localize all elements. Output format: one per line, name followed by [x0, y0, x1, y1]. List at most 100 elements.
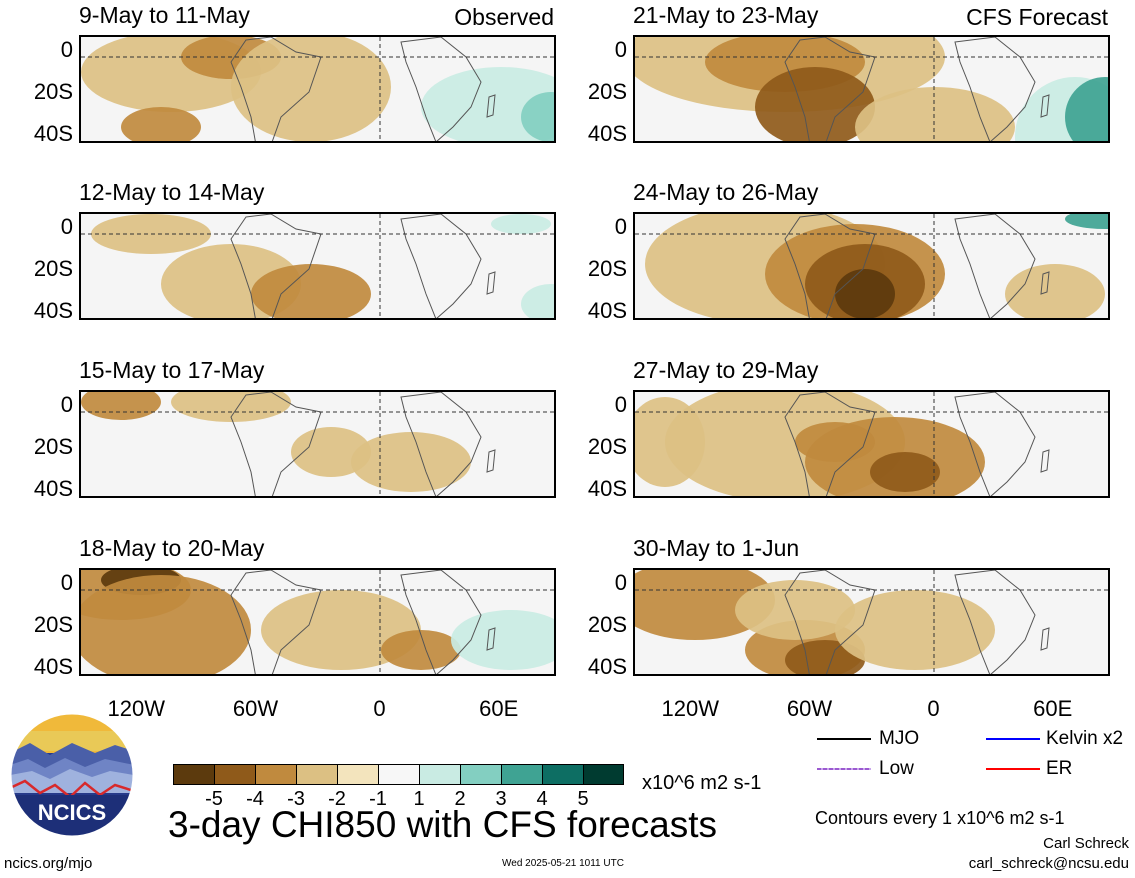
panel-title: 30-May to 1-Jun — [633, 535, 800, 561]
x-tick-label: 60W — [232, 696, 279, 721]
anomaly-shading — [291, 427, 371, 477]
y-tick-label: 40S — [587, 298, 627, 323]
colorbar-label: 5 — [577, 788, 589, 810]
y-tick-label: 20S — [33, 79, 73, 104]
anomaly-shading — [521, 92, 554, 141]
coastline — [1040, 449, 1050, 473]
coastline — [230, 214, 322, 318]
y-tick-label: 40S — [587, 654, 627, 679]
y-tick-label: 0 — [60, 37, 73, 62]
y-tick-label: 20S — [587, 256, 627, 281]
panel-tag: CFS Forecast — [966, 4, 1108, 30]
website-link[interactable]: ncics.org/mjo — [4, 855, 93, 872]
colorbar-swatch — [214, 764, 255, 785]
anomaly-shading — [1065, 214, 1108, 229]
timestamp: Wed 2025-05-21 1011 UTC — [502, 858, 624, 869]
colorbar-units: x10^6 m2 s-1 — [642, 772, 762, 794]
coastline — [954, 37, 1036, 141]
y-tick-label: 20S — [587, 612, 627, 637]
y-tick-label: 0 — [60, 570, 73, 595]
legend-label-low: Low — [879, 758, 914, 779]
x-tick-label: 60W — [786, 696, 833, 721]
anomaly-shading — [251, 264, 371, 318]
x-tick-label: 120W — [661, 696, 719, 721]
panel-tag: Observed — [454, 4, 554, 30]
main-title: 3-day CHI850 with CFS forecasts — [168, 804, 718, 845]
coastline — [400, 570, 482, 674]
coastline — [486, 94, 496, 118]
coastline — [784, 392, 876, 496]
legend-label-kelvin: Kelvin x2 — [1046, 728, 1124, 749]
coastline — [784, 214, 876, 318]
y-tick-label: 20S — [33, 256, 73, 281]
colorbar-swatch — [419, 764, 460, 785]
panel-title: 21-May to 23-May — [633, 2, 819, 28]
map-svg — [635, 392, 1108, 496]
anomaly-shading — [1005, 264, 1105, 318]
coastline — [1040, 94, 1050, 118]
contours-note: Contours every 1 x10^6 m2 s-1 — [815, 808, 1065, 828]
y-tick-label: 0 — [60, 214, 73, 239]
map-panel — [79, 390, 556, 498]
y-tick-label: 20S — [587, 79, 627, 104]
colorbar-label: 1 — [413, 788, 425, 810]
author: Carl Schreck — [1043, 835, 1129, 852]
map-svg — [81, 37, 554, 141]
anomaly-shading — [451, 610, 554, 670]
anomaly-shading — [81, 392, 161, 420]
map-svg — [635, 214, 1108, 318]
x-tick-label: 120W — [107, 696, 165, 721]
anomaly-shading — [835, 269, 895, 318]
colorbar-label: 3 — [495, 788, 507, 810]
anomaly-shading — [171, 392, 291, 422]
map-svg — [81, 392, 554, 496]
legend-line-mjo — [817, 738, 871, 740]
anomaly-shading — [795, 422, 875, 462]
anomaly-shading — [755, 67, 875, 141]
colorbar-swatch — [542, 764, 583, 785]
y-tick-label: 40S — [33, 298, 73, 323]
map-panel — [633, 568, 1110, 676]
map-panel — [633, 35, 1110, 143]
coastline — [954, 214, 1036, 318]
map-panel — [633, 390, 1110, 498]
map-svg — [81, 214, 554, 318]
ncics-logo: NCICS — [10, 713, 134, 837]
anomaly-shading — [735, 580, 855, 640]
anomaly-shading — [635, 570, 775, 640]
y-tick-label: 40S — [33, 654, 73, 679]
colorbar-label: -2 — [328, 788, 346, 810]
panel-title: 24-May to 26-May — [633, 179, 819, 205]
anomaly-shading — [121, 107, 201, 141]
map-svg — [635, 570, 1108, 674]
colorbar-swatch — [255, 764, 296, 785]
anomaly-shading — [521, 284, 554, 318]
legend-line-er — [986, 768, 1040, 770]
coastline — [230, 570, 322, 674]
panel-title: 18-May to 20-May — [79, 535, 265, 561]
logo-text: NCICS — [38, 800, 106, 825]
x-tick-label: 0 — [927, 696, 940, 721]
colorbar-label: -5 — [205, 788, 223, 810]
colorbar-swatch — [296, 764, 337, 785]
y-tick-label: 40S — [587, 121, 627, 146]
y-tick-label: 0 — [60, 392, 73, 417]
x-tick-label: 60E — [479, 696, 519, 721]
y-tick-label: 0 — [614, 570, 627, 595]
x-tick-label: 0 — [373, 696, 386, 721]
coastline — [784, 570, 876, 674]
coastline — [1040, 271, 1050, 295]
anomaly-shading — [491, 214, 551, 234]
coastline — [400, 214, 482, 318]
y-tick-label: 0 — [614, 214, 627, 239]
colorbar-label: -3 — [287, 788, 305, 810]
panel-title: 27-May to 29-May — [633, 357, 819, 383]
legend-label-mjo: MJO — [879, 728, 920, 749]
anomaly-shading — [1065, 77, 1108, 141]
coastline — [486, 627, 496, 651]
colorbar-swatch — [378, 764, 419, 785]
email: carl_schreck@ncsu.edu — [968, 855, 1129, 872]
anomaly-shading — [870, 452, 940, 492]
map-panel — [79, 212, 556, 320]
y-tick-label: 20S — [587, 434, 627, 459]
